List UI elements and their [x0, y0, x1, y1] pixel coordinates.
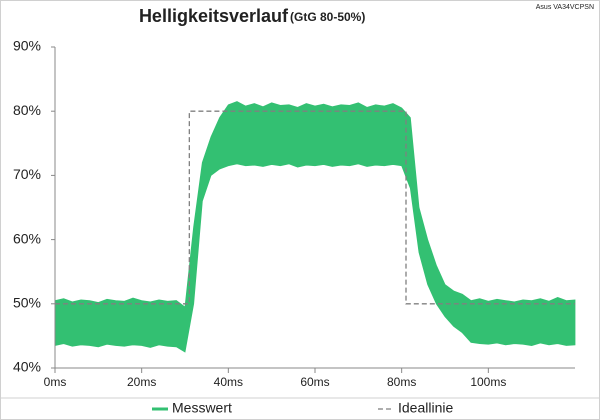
- x-tick-label: 60ms: [300, 375, 329, 389]
- x-tick-label: 80ms: [387, 375, 416, 389]
- device-label: Asus VA34VCPSN: [536, 4, 594, 11]
- y-tick-label: 90%: [13, 38, 41, 54]
- measurement-band: [54, 101, 576, 353]
- x-tick-label: 20ms: [127, 375, 156, 389]
- x-tick-label: 100ms: [470, 375, 506, 389]
- x-tick-label: 0ms: [44, 375, 67, 389]
- x-tick-label: 40ms: [214, 375, 243, 389]
- chart-subtitle: (GtG 80-50%): [290, 10, 365, 24]
- ideal-line: [55, 110, 575, 305]
- y-tick-label: 40%: [13, 359, 41, 375]
- y-tick-label: 80%: [13, 102, 41, 118]
- legend-label: Ideallinie: [398, 400, 453, 416]
- y-tick-label: 60%: [13, 230, 41, 246]
- chart-title: Helligkeitsverlauf: [139, 6, 289, 26]
- y-tick-label: 50%: [13, 295, 41, 311]
- legend-label: Messwert: [172, 400, 232, 416]
- y-tick-label: 70%: [13, 166, 41, 182]
